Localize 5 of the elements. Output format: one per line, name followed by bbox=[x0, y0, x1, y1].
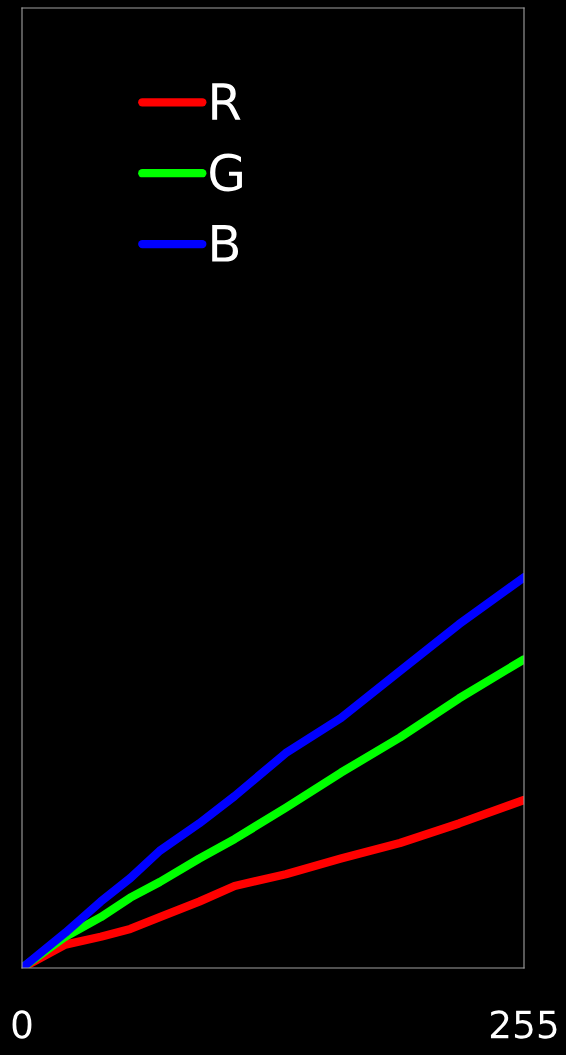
legend-label: R bbox=[212, 83, 241, 120]
x-tick-label: 255 bbox=[490, 1010, 557, 1039]
legend-label: B bbox=[212, 225, 239, 262]
x-tick-label: 0 bbox=[12, 1010, 32, 1039]
legend-label: G bbox=[210, 153, 242, 192]
